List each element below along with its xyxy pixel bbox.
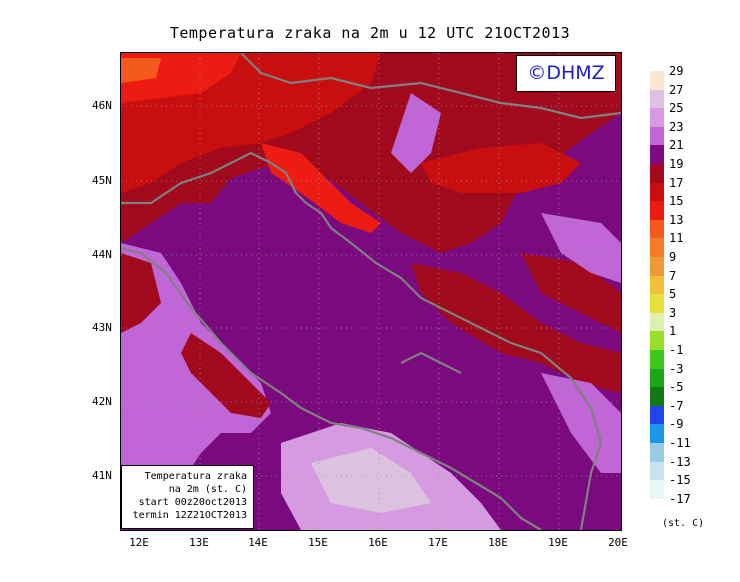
legend-label: 29 (669, 64, 684, 78)
legend-label: 25 (669, 101, 684, 116)
legend-entry: 21 (650, 138, 710, 164)
legend-swatch (650, 108, 664, 127)
temperature-field (121, 53, 621, 530)
legend-entry: 19 (650, 157, 710, 183)
legend-swatch (650, 257, 664, 276)
legend-swatch (650, 145, 664, 164)
lat-label: 45N (92, 174, 112, 187)
legend-entry: -9 (650, 417, 710, 443)
legend-swatch (650, 294, 664, 313)
legend-label: 17 (669, 175, 684, 190)
legend-entry: 7 (650, 269, 710, 295)
info-box: Temperatura zraka na 2m (st. C) start 00… (121, 465, 254, 529)
legend-entry: 15 (650, 194, 710, 220)
legend-swatch (650, 219, 664, 239)
legend-label: -13 (669, 454, 691, 469)
legend-entry: -13 (650, 455, 710, 481)
legend-label: 23 (669, 119, 684, 134)
legend-entry: 5 (650, 287, 710, 313)
legend-label: 9 (669, 250, 677, 264)
lat-label: 43N (92, 321, 112, 334)
lon-label: 16E (368, 536, 388, 549)
legend-swatch (650, 312, 664, 332)
legend-unit: (st. C) (662, 518, 705, 529)
legend-swatch (650, 238, 664, 257)
lon-label: 12E (129, 536, 149, 549)
legend-entry: 27 (650, 83, 710, 109)
dhmz-logo: ©DHMZ (516, 55, 616, 92)
lon-label: 19E (548, 536, 568, 549)
info-line: start 00z20oct2013 (138, 497, 247, 508)
temperature-map (120, 52, 622, 531)
legend-label: -15 (669, 473, 691, 488)
legend-label: -11 (669, 436, 691, 450)
legend-label: -1 (669, 343, 684, 357)
legend-entry: -7 (650, 399, 710, 425)
legend-entry: 13 (650, 213, 710, 239)
legend-entry: -5 (650, 380, 710, 406)
legend-label: 13 (669, 212, 684, 227)
legend-swatch (650, 405, 664, 425)
legend-swatch (650, 164, 664, 183)
legend-label: -3 (669, 361, 684, 376)
info-line: na 2m (st. C) (168, 484, 247, 495)
legend-swatch (650, 387, 664, 406)
legend-entry: 3 (650, 306, 710, 332)
lat-label: 44N (92, 248, 112, 261)
lat-label: 42N (92, 395, 112, 408)
legend-entry: -17 (650, 492, 710, 518)
legend-swatch (650, 126, 664, 146)
lon-label: 18E (488, 536, 508, 549)
legend-label: 1 (669, 324, 677, 339)
legend-swatch (650, 424, 664, 443)
legend-entry: -15 (650, 473, 710, 499)
lat-label: 41N (92, 469, 112, 482)
legend-label: 5 (669, 287, 677, 302)
legend-swatch (650, 331, 664, 350)
legend-entry: 9 (650, 250, 710, 276)
info-line: termin 12Z21OCT2013 (132, 510, 247, 521)
legend-swatch (650, 201, 664, 220)
legend-label: 11 (669, 231, 684, 246)
legend-label: -9 (669, 417, 684, 432)
legend-label: 19 (669, 157, 684, 171)
lon-label: 15E (308, 536, 328, 549)
map-title: Temperatura zraka na 2m u 12 UTC 21OCT20… (169, 24, 571, 42)
legend-entry: -3 (650, 362, 710, 388)
legend-label: -7 (669, 398, 684, 413)
legend-swatch (650, 443, 664, 462)
legend-swatch (650, 480, 664, 499)
legend-swatch (650, 89, 664, 109)
legend-label: 7 (669, 268, 677, 283)
legend-label: -17 (669, 491, 691, 506)
legend-entry: -11 (650, 436, 710, 462)
legend-label: 27 (669, 82, 684, 97)
info-line: Temperatura zraka (144, 471, 247, 482)
legend-entry: 25 (650, 101, 710, 127)
legend-swatch (650, 461, 664, 481)
legend-entry: 1 (650, 324, 710, 350)
legend-label: 3 (669, 305, 677, 320)
legend-label: 21 (669, 138, 684, 153)
legend-entry: 23 (650, 120, 710, 146)
lon-label: 13E (189, 536, 209, 549)
legend-swatch (650, 182, 664, 202)
lon-label: 14E (248, 536, 268, 549)
lon-label: 17E (428, 536, 448, 549)
legend-entry: 11 (650, 231, 710, 257)
legend-label: 15 (669, 194, 684, 209)
legend-entry: 17 (650, 176, 710, 202)
legend-entry: -1 (650, 343, 710, 369)
legend-label: -5 (669, 380, 684, 395)
legend-swatch (650, 275, 664, 295)
lat-label: 46N (92, 99, 112, 112)
legend-swatch (650, 71, 664, 90)
legend-swatch (650, 350, 664, 369)
legend-entry: 29 (650, 64, 710, 90)
lon-label: 20E (608, 536, 628, 549)
legend-swatch (650, 368, 664, 388)
